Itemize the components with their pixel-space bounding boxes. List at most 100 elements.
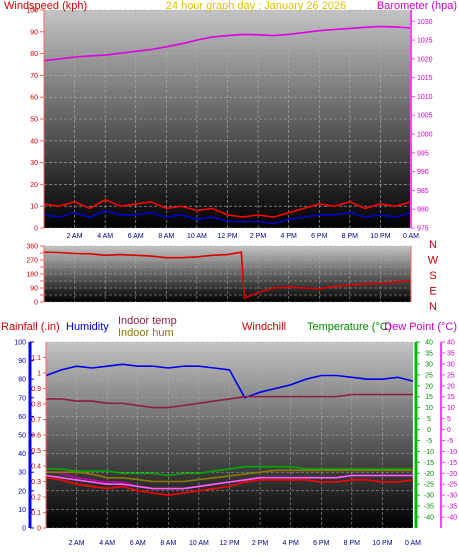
p1-left-tick-label: 50: [30, 117, 38, 124]
p3-temp-tick-label: -20: [424, 471, 434, 478]
p3-temp-tick-label: -35: [424, 504, 434, 511]
p3-temp-tick-label: 15: [425, 394, 433, 401]
p3-dew-tick-label: -5: [447, 438, 453, 445]
p2-direction-label: E: [429, 286, 436, 298]
p1-right-tick-label: 1000: [417, 132, 433, 139]
p1-x-tick-label: 4 PM: [280, 233, 297, 240]
p1-right-tick-label: 1030: [417, 19, 433, 26]
p1-right-tick-label: 985: [417, 188, 429, 195]
p3-dew-tick-label: -40: [447, 515, 457, 522]
p2-direction-label: N: [429, 239, 437, 251]
label-windchill: Windchill: [242, 321, 286, 333]
p3-temp-tick-label: -40: [424, 515, 434, 522]
p3-rain-tick-label: 0.7: [31, 417, 41, 424]
p3-x-tick-label: 12 PM: [219, 540, 239, 547]
p3-rain-tick-label: 0.9: [31, 386, 41, 393]
p2-left-tick-label: 360: [26, 244, 38, 251]
p1-series-0: [43, 25, 412, 62]
p3-series-6: [46, 469, 413, 483]
p1-left-tick-label: 40: [30, 138, 38, 145]
p2-left-tick-label: 0: [34, 300, 38, 307]
label-dew-point: Dew Point (°C): [384, 321, 457, 333]
p2-left-tick-label: 270: [26, 258, 38, 265]
p3-x-tick-label: 8 AM: [160, 540, 176, 547]
p3-rain-tick-label: 1: [37, 371, 41, 378]
p3-humidity-tick-label: 70: [18, 395, 26, 402]
p3-rain-tick-label: 0.5: [31, 448, 41, 455]
p3-humidity-tick-label: 40: [18, 451, 26, 458]
panel-1-left-axis-label: Windspeed (kph): [4, 0, 87, 12]
p3-humidity-tick-label: 60: [18, 414, 26, 421]
p1-x-tick-label: 10 PM: [370, 233, 390, 240]
p1-left-tick-label: 0: [34, 226, 38, 233]
p1-x-tick-label: 0 AM: [403, 233, 419, 240]
p3-rain-tick-label: 0.2: [31, 495, 41, 502]
p3-humidity-tick-label: 80: [18, 377, 26, 384]
p3-series-5: [45, 474, 413, 490]
p1-right-tick-label: 1005: [417, 113, 433, 120]
p1-x-tick-label: 8 PM: [342, 233, 359, 240]
p3-humidity-tick-label: 0: [22, 526, 26, 533]
p1-series-1: [43, 198, 412, 218]
p3-x-tick-label: 10 AM: [189, 540, 209, 547]
p1-x-tick-label: 12 PM: [217, 233, 237, 240]
p3-temp-tick-label: -5: [426, 438, 432, 445]
p3-rain-tick-label: 0: [37, 526, 41, 533]
p3-rain-tick-label: 0.4: [31, 464, 41, 471]
p3-x-tick-label: 10 PM: [372, 540, 392, 547]
p3-x-tick-label: 2 PM: [252, 540, 269, 547]
p3-temp-tick-label: 40: [425, 340, 433, 347]
p1-left-tick-label: 20: [30, 182, 38, 189]
p1-left-tick-label: 100: [26, 8, 38, 15]
p1-right-tick-label: 990: [417, 169, 429, 176]
p1-x-tick-label: 2 PM: [250, 233, 267, 240]
p1-right-tick-label: 1025: [417, 38, 433, 45]
p3-dew-tick-label: -25: [447, 482, 457, 489]
p1-x-tick-label: 6 PM: [311, 233, 328, 240]
p3-temp-tick-label: -15: [424, 460, 434, 467]
label-rainfall: Rainfall (.in): [1, 321, 60, 333]
label-humidity: Humidity: [66, 321, 109, 333]
panel-1-right-axis-label: Barometer (hpa): [377, 0, 457, 12]
p2-left-tick-label: 90: [30, 286, 38, 293]
p2-direction-label: W: [428, 255, 439, 267]
label-indoor-hum: Indoor hum: [118, 327, 174, 339]
p3-x-tick-label: 2 AM: [69, 540, 85, 547]
p3-x-tick-label: 6 AM: [130, 540, 146, 547]
p3-series-1: [46, 393, 413, 409]
p1-right-tick-label: 995: [417, 150, 429, 157]
p1-right-tick-label: 1020: [417, 56, 433, 63]
p1-right-tick-label: 1015: [417, 75, 433, 82]
p3-dew-tick-label: 5: [447, 416, 451, 423]
p1-x-tick-label: 6 AM: [128, 233, 144, 240]
p3-dew-tick-label: -15: [447, 460, 457, 467]
p3-series-3: [45, 476, 414, 497]
p1-x-tick-label: 2 AM: [67, 233, 83, 240]
p3-temp-tick-label: -25: [424, 482, 434, 489]
p3-temp-tick-label: 20: [425, 383, 433, 390]
p1-left-tick-label: 60: [30, 95, 38, 102]
p3-x-tick-label: 4 AM: [99, 540, 115, 547]
p3-dew-tick-label: -35: [447, 504, 457, 511]
p3-dew-tick-label: -30: [447, 493, 457, 500]
p1-right-tick-label: 980: [417, 207, 429, 214]
p3-dew-tick-label: 25: [447, 372, 455, 379]
p3-humidity-tick-label: 90: [18, 358, 26, 365]
p3-dew-tick-label: 0: [447, 427, 451, 434]
p1-left-tick-label: 80: [30, 51, 38, 58]
p3-dew-tick-label: 10: [447, 405, 455, 412]
p3-series-0: [45, 363, 414, 399]
p1-right-tick-label: 975: [417, 226, 429, 233]
p2-direction-label: S: [429, 270, 436, 282]
p3-humidity-tick-label: 10: [18, 507, 26, 514]
p1-left-tick-label: 30: [30, 160, 38, 167]
p3-temp-tick-label: -30: [424, 493, 434, 500]
p1-x-tick-label: 8 AM: [158, 233, 174, 240]
p3-dew-tick-label: 40: [447, 340, 455, 347]
p3-humidity-tick-label: 50: [18, 433, 26, 440]
p3-temp-tick-label: 25: [425, 372, 433, 379]
label-indoor-temp: Indoor temp: [118, 315, 177, 327]
p1-x-tick-label: 10 AM: [187, 233, 207, 240]
p3-temp-tick-label: 30: [425, 361, 433, 368]
